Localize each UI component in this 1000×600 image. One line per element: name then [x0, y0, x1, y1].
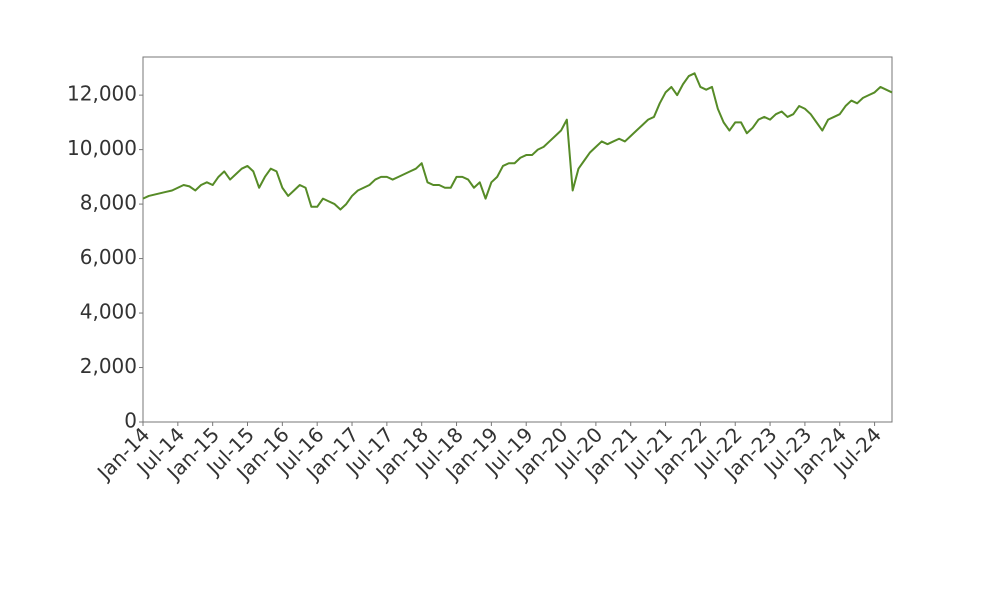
y-tick-label: 2,000 — [80, 354, 137, 378]
line-series — [142, 72, 893, 211]
y-tick-label: 4,000 — [80, 300, 137, 324]
y-tick-label: 10,000 — [67, 136, 137, 160]
y-tick-label: 6,000 — [80, 245, 137, 269]
y-tick-label: 12,000 — [67, 82, 137, 106]
plot-frame — [142, 56, 893, 423]
y-tick-label: 0 — [124, 409, 137, 433]
y-tick-label: 8,000 — [80, 191, 137, 215]
